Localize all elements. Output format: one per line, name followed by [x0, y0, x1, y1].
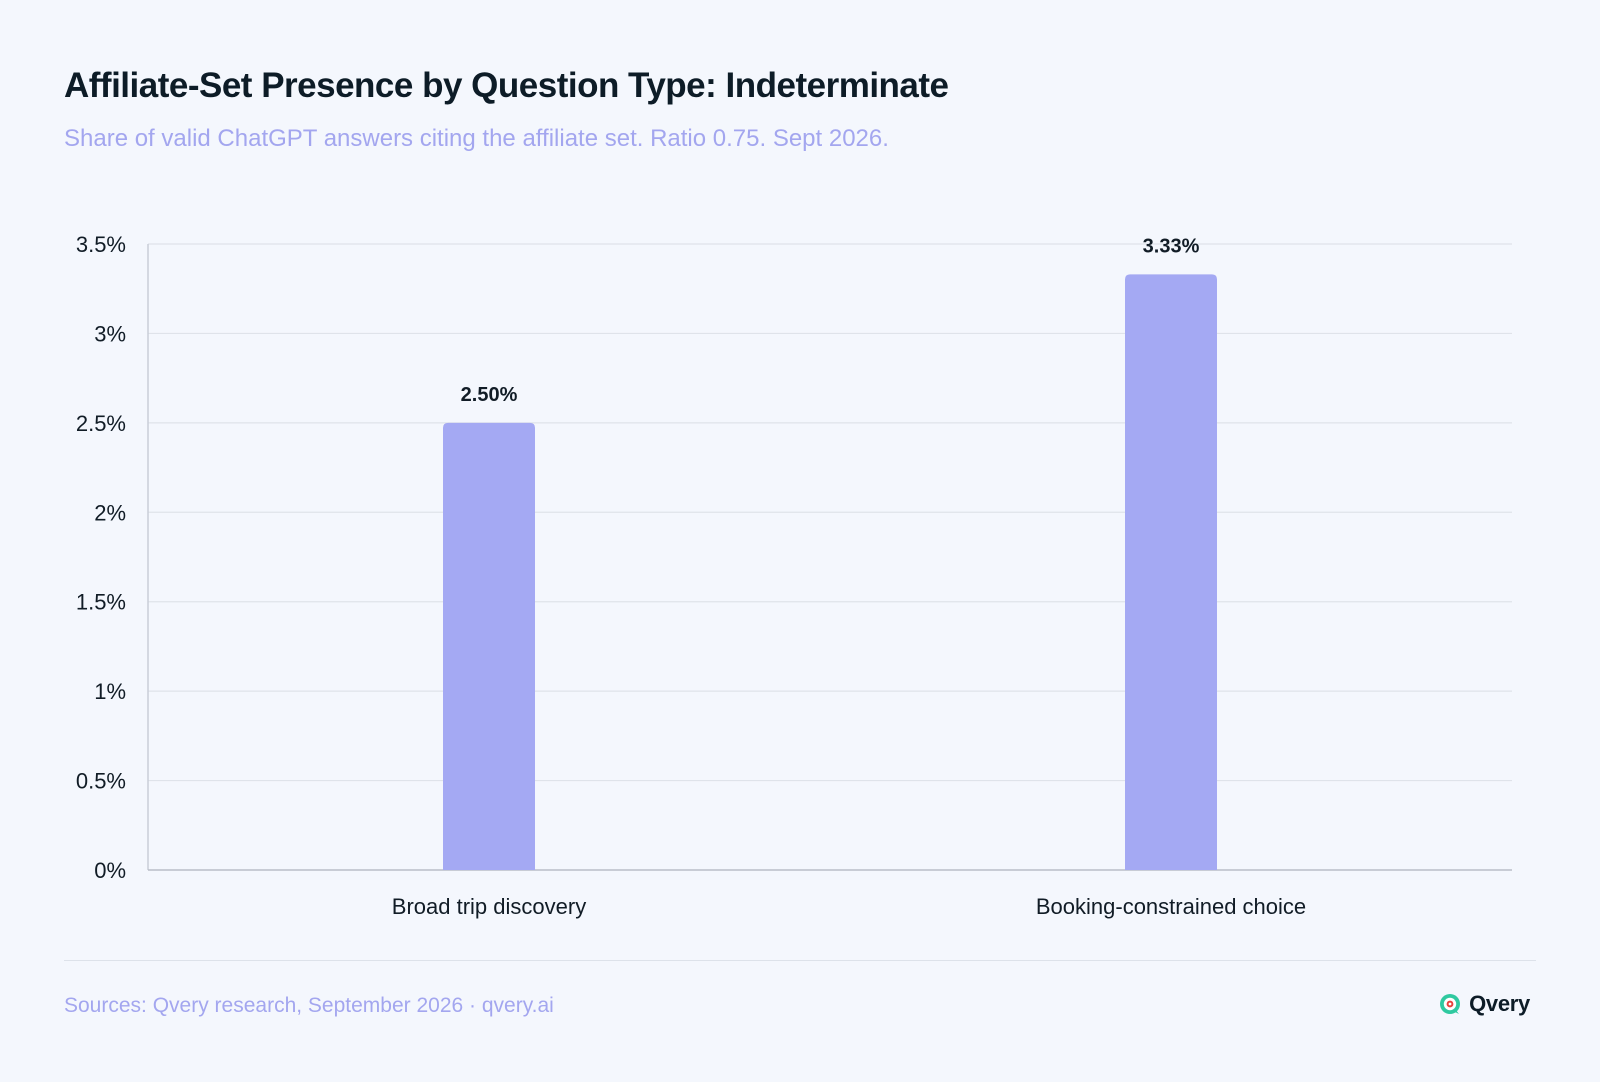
bar-value-label: 3.33%	[1143, 235, 1200, 257]
footer-source: Sources: Qvery research, September 2026 …	[64, 994, 554, 1017]
y-tick-label: 3.5%	[76, 232, 126, 257]
y-tick-label: 3%	[94, 321, 126, 346]
y-tick-label: 1%	[94, 679, 126, 704]
bar	[443, 422, 535, 870]
y-tick-label: 2%	[94, 500, 126, 525]
brand-name: Qvery	[1469, 991, 1530, 1016]
y-tick-label: 0%	[94, 858, 126, 883]
qvery-logo-icon	[1440, 994, 1461, 1014]
bar-value-label: 2.50%	[461, 384, 518, 406]
footer-divider	[64, 960, 1536, 961]
x-category-label: Broad trip discovery	[392, 894, 586, 919]
y-tick-label: 0.5%	[76, 769, 126, 794]
x-category-label: Booking-constrained choice	[1036, 894, 1306, 919]
bar	[1125, 274, 1217, 870]
y-tick-label: 1.5%	[76, 590, 126, 615]
chart-title: Affiliate-Set Presence by Question Type:…	[64, 66, 949, 105]
y-tick-label: 2.5%	[76, 411, 126, 436]
bar-chart: 0% 0.5% 1% 1.5% 2% 2.5% 3% 3.5% 2.50% Broad trip …	[76, 232, 1512, 919]
brand-logo[interactable]: Qvery	[1438, 991, 1530, 1017]
chart-subtitle: Share of valid ChatGPT answers citing th…	[64, 125, 889, 152]
